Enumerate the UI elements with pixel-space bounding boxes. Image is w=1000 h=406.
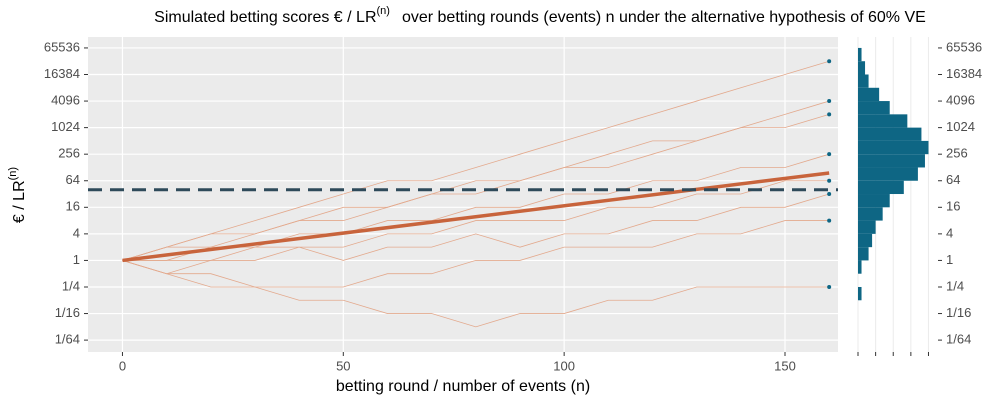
sim-path — [122, 113, 830, 261]
y-tick-label-right: 256 — [946, 146, 968, 161]
final-score — [827, 112, 832, 117]
y-axis-label: € / LR(n) — [7, 167, 28, 223]
sim-path — [122, 193, 830, 275]
title-main: Simulated betting scores € / LR — [154, 9, 376, 26]
y-tick-label-right: 1/16 — [946, 305, 971, 320]
final-score — [827, 152, 832, 157]
sim-path — [122, 60, 830, 261]
y-tick-label-right: 64 — [946, 172, 960, 187]
x-tick-label: 100 — [553, 358, 575, 373]
sim-path — [122, 260, 830, 328]
y-label-main: € / LR — [11, 180, 28, 223]
hist-bar — [858, 247, 869, 261]
hist-bar — [858, 87, 880, 102]
hist-bar — [858, 286, 862, 301]
x-tick-label: 50 — [336, 358, 350, 373]
y-tick-label-right: 4096 — [946, 92, 975, 107]
y-tick-label-right: 1/4 — [946, 278, 964, 293]
hist-bar — [858, 220, 876, 234]
hist-bar — [858, 233, 873, 248]
hist-bar — [858, 61, 866, 75]
hist-bar — [858, 180, 904, 195]
y-tick-label: 16384 — [44, 66, 80, 81]
y-tick-label-right: 1 — [946, 252, 953, 267]
y-tick-label-right: 16384 — [946, 66, 982, 81]
panel — [88, 37, 838, 352]
x-tick-label: 0 — [119, 358, 126, 373]
y-tick-label: 1024 — [51, 119, 80, 134]
hist-bar — [858, 140, 929, 155]
y-tick-label-right: 65536 — [946, 39, 982, 54]
hist-bar — [858, 74, 869, 88]
chart-title: Simulated betting scores € / LR(n) over b… — [154, 5, 926, 26]
y-label-superscript: (n) — [7, 167, 19, 180]
y-tick-label-right: 4 — [946, 225, 953, 240]
final-score — [827, 218, 832, 223]
x-tick-label: 150 — [774, 358, 796, 373]
title-superscript: (n) — [377, 5, 390, 17]
hist-bar — [858, 47, 862, 62]
y-tick-label: 16 — [66, 199, 80, 214]
hist-bar — [858, 154, 925, 168]
hist-bar — [858, 207, 883, 221]
y-tick-label: 256 — [58, 146, 80, 161]
y-tick-label: 1/16 — [55, 305, 80, 320]
y-tick-label: 4 — [73, 225, 80, 240]
hist-bar — [858, 260, 862, 274]
x-axis-label: betting round / number of events (n) — [336, 378, 590, 395]
hist-bar — [858, 167, 918, 181]
hist-bar — [858, 194, 890, 208]
hist-bar — [858, 114, 908, 128]
sim-path — [122, 180, 830, 261]
y-tick-label: 64 — [66, 172, 80, 187]
hist-bar — [858, 101, 890, 115]
y-tick-label: 1/64 — [55, 332, 80, 347]
hist-bar — [858, 127, 922, 141]
y-tick-label-right: 16 — [946, 199, 960, 214]
title-rest: over betting rounds (events) n under the… — [402, 9, 926, 26]
y-tick-label: 65536 — [44, 39, 80, 54]
final-score — [827, 178, 832, 183]
y-tick-label: 4096 — [51, 92, 80, 107]
final-score — [827, 284, 832, 289]
final-score — [827, 99, 832, 104]
y-tick-label: 1 — [73, 252, 80, 267]
sim-path — [122, 220, 830, 288]
y-tick-label: 1/4 — [62, 278, 80, 293]
final-score — [827, 192, 832, 197]
y-tick-label-right: 1/64 — [946, 332, 971, 347]
mean-line — [122, 171, 830, 263]
y-tick-label-right: 1024 — [946, 119, 975, 134]
final-score — [827, 59, 832, 64]
